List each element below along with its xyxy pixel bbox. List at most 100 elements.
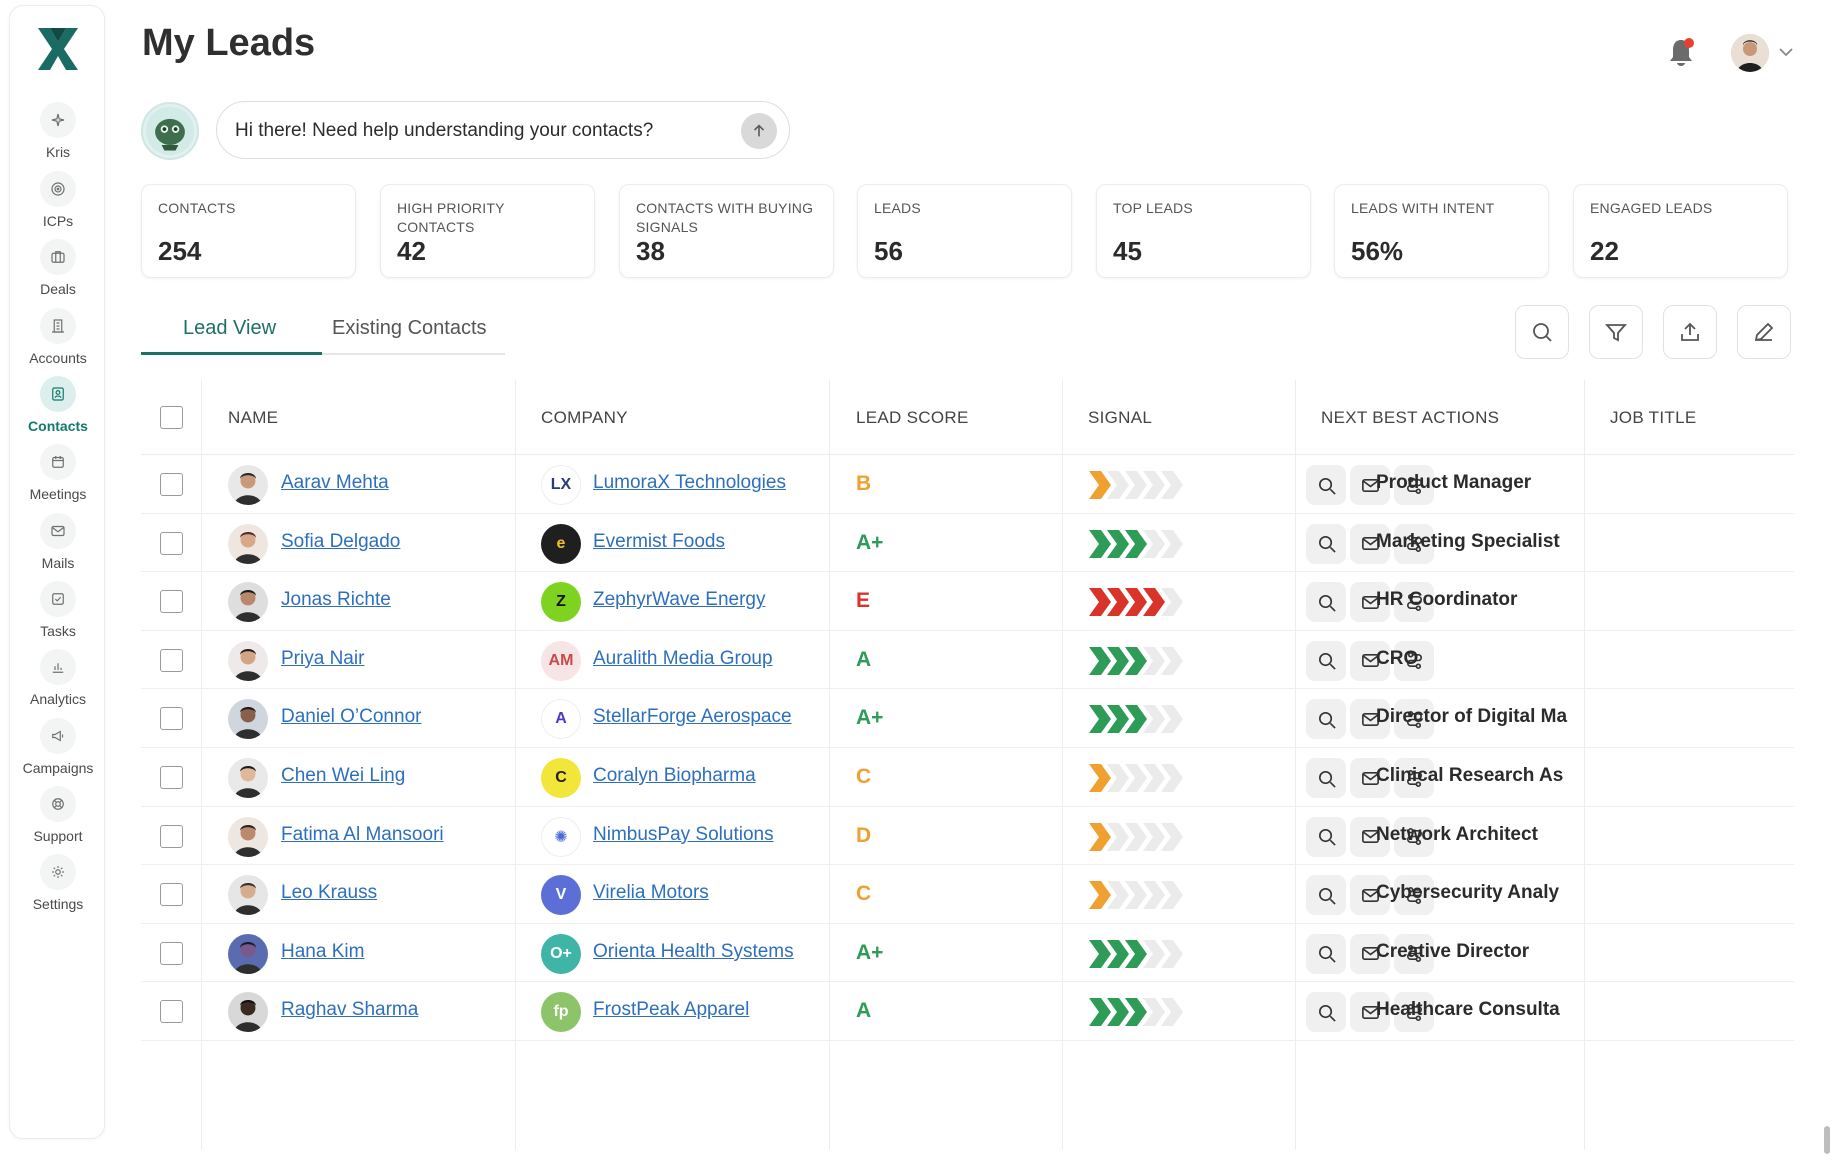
- search-button[interactable]: [1515, 305, 1569, 359]
- chat-input[interactable]: [235, 116, 715, 146]
- email-action-button[interactable]: [1350, 640, 1390, 681]
- select-all-checkbox[interactable]: [160, 406, 183, 429]
- header-next-best-actions[interactable]: NEXT BEST ACTIONS: [1321, 408, 1500, 427]
- email-action-button[interactable]: [1350, 699, 1390, 740]
- filter-button[interactable]: [1589, 305, 1643, 359]
- row-checkbox[interactable]: [160, 590, 183, 614]
- company-link[interactable]: Orienta Health Systems: [593, 940, 794, 962]
- research-action-button[interactable]: [1306, 523, 1346, 564]
- header-name[interactable]: NAME: [228, 408, 279, 427]
- sequence-action-button[interactable]: [1394, 465, 1434, 505]
- contact-name-link[interactable]: Sofia Delgado: [281, 530, 401, 552]
- header-signal[interactable]: SIGNAL: [1088, 408, 1153, 427]
- sequence-action-button[interactable]: [1394, 582, 1434, 623]
- nav-kris[interactable]: Kris: [10, 102, 106, 174]
- research-action-button[interactable]: [1306, 875, 1346, 916]
- research-action-button[interactable]: [1306, 465, 1346, 505]
- nav-icps[interactable]: ICPs: [10, 171, 106, 243]
- sequence-action-button[interactable]: [1394, 699, 1434, 740]
- table-row[interactable]: Sofia Delgado e Evermist Foods A+ Marketing …: [141, 514, 1794, 573]
- email-action-button[interactable]: [1350, 816, 1390, 857]
- company-link[interactable]: FrostPeak Apparel: [593, 999, 750, 1021]
- nav-settings[interactable]: Settings: [10, 854, 106, 926]
- research-action-button[interactable]: [1306, 699, 1346, 740]
- nav-deals[interactable]: Deals: [10, 239, 106, 311]
- table-row[interactable]: Priya Nair AM Auralith Media Group A CRO: [141, 631, 1794, 690]
- email-action-button[interactable]: [1350, 465, 1390, 505]
- chevron-down-icon[interactable]: [1778, 46, 1794, 58]
- email-action-button[interactable]: [1350, 582, 1390, 623]
- contact-name-link[interactable]: Fatima Al Mansoori: [281, 823, 444, 845]
- nav-support[interactable]: Support: [10, 786, 106, 858]
- contact-name-link[interactable]: Raghav Sharma: [281, 999, 419, 1021]
- research-action-button[interactable]: [1306, 816, 1346, 857]
- email-action-button[interactable]: [1350, 758, 1390, 798]
- sequence-action-button[interactable]: [1394, 816, 1434, 857]
- table-row[interactable]: Leo Krauss V Virelia Motors C Cybersecurity …: [141, 865, 1794, 924]
- row-checkbox[interactable]: [160, 473, 183, 496]
- header-company[interactable]: COMPANY: [541, 408, 628, 427]
- contact-name-link[interactable]: Hana Kim: [281, 940, 365, 962]
- row-checkbox[interactable]: [160, 707, 183, 731]
- contact-name-link[interactable]: Leo Krauss: [281, 882, 378, 904]
- contact-name-link[interactable]: Aarav Mehta: [281, 472, 389, 493]
- research-action-button[interactable]: [1306, 933, 1346, 974]
- header-job-title[interactable]: JOB TITLE: [1610, 408, 1697, 427]
- scrollbar[interactable]: [1824, 1126, 1830, 1154]
- company-link[interactable]: NimbusPay Solutions: [593, 823, 774, 845]
- contact-name-link[interactable]: Jonas Richte: [281, 589, 391, 611]
- row-checkbox[interactable]: [160, 648, 183, 672]
- notification-bell-icon[interactable]: [1665, 36, 1697, 70]
- row-checkbox[interactable]: [160, 531, 183, 555]
- row-checkbox[interactable]: [160, 883, 183, 907]
- nav-tasks[interactable]: Tasks: [10, 581, 106, 653]
- table-row[interactable]: Jonas Richte Z ZephyrWave Energy E HR Coordi…: [141, 572, 1794, 631]
- research-action-button[interactable]: [1306, 582, 1346, 623]
- sequence-action-button[interactable]: [1394, 933, 1434, 974]
- company-link[interactable]: Coralyn Biopharma: [593, 765, 756, 786]
- row-checkbox[interactable]: [160, 824, 183, 848]
- sequence-action-button[interactable]: [1394, 758, 1434, 798]
- tab-existing-contacts[interactable]: Existing Contacts: [332, 317, 487, 339]
- row-checkbox[interactable]: [160, 941, 183, 965]
- research-action-button[interactable]: [1306, 758, 1346, 798]
- send-button[interactable]: [741, 113, 777, 149]
- contact-name-link[interactable]: Chen Wei Ling: [281, 765, 406, 786]
- tab-lead-view[interactable]: Lead View: [183, 317, 277, 339]
- edit-button[interactable]: [1737, 305, 1791, 359]
- user-avatar[interactable]: [1731, 34, 1769, 72]
- nav-mails[interactable]: Mails: [10, 513, 106, 585]
- contact-name-link[interactable]: Priya Nair: [281, 647, 365, 669]
- company-link[interactable]: ZephyrWave Energy: [593, 589, 766, 611]
- email-action-button[interactable]: [1350, 933, 1390, 974]
- company-link[interactable]: StellarForge Aerospace: [593, 706, 792, 728]
- nav-meetings[interactable]: Meetings: [10, 444, 106, 516]
- table-row[interactable]: Aarav Mehta LX LumoraX Technologies B Produc…: [141, 455, 1794, 514]
- email-action-button[interactable]: [1350, 875, 1390, 916]
- sequence-action-button[interactable]: [1394, 875, 1434, 916]
- table-row[interactable]: Daniel O’Connor A StellarForge Aerospace A+…: [141, 689, 1794, 748]
- email-action-button[interactable]: [1350, 992, 1390, 1033]
- nav-contacts[interactable]: Contacts: [10, 376, 106, 448]
- company-link[interactable]: Auralith Media Group: [593, 647, 773, 669]
- sequence-action-button[interactable]: [1394, 640, 1434, 681]
- nav-campaigns[interactable]: Campaigns: [10, 718, 106, 790]
- company-link[interactable]: Evermist Foods: [593, 530, 725, 552]
- table-row[interactable]: Hana Kim O+ Orienta Health Systems A+ Creati…: [141, 924, 1794, 983]
- table-row[interactable]: Fatima Al Mansoori ✺ NimbusPay Solutions D N…: [141, 807, 1794, 866]
- app-logo[interactable]: [36, 26, 80, 72]
- company-link[interactable]: Virelia Motors: [593, 882, 709, 904]
- header-lead-score[interactable]: LEAD SCORE: [856, 408, 969, 427]
- table-row[interactable]: Chen Wei Ling C Coralyn Biopharma C Clinical…: [141, 748, 1794, 807]
- row-checkbox[interactable]: [160, 766, 183, 789]
- table-row[interactable]: Raghav Sharma fp FrostPeak Apparel A Healthc…: [141, 982, 1794, 1041]
- contact-name-link[interactable]: Daniel O’Connor: [281, 706, 422, 728]
- email-action-button[interactable]: [1350, 523, 1390, 564]
- sequence-action-button[interactable]: [1394, 523, 1434, 564]
- sequence-action-button[interactable]: [1394, 992, 1434, 1033]
- nav-accounts[interactable]: Accounts: [10, 308, 106, 380]
- company-link[interactable]: LumoraX Technologies: [593, 472, 786, 493]
- export-button[interactable]: [1663, 305, 1717, 359]
- research-action-button[interactable]: [1306, 992, 1346, 1033]
- research-action-button[interactable]: [1306, 640, 1346, 681]
